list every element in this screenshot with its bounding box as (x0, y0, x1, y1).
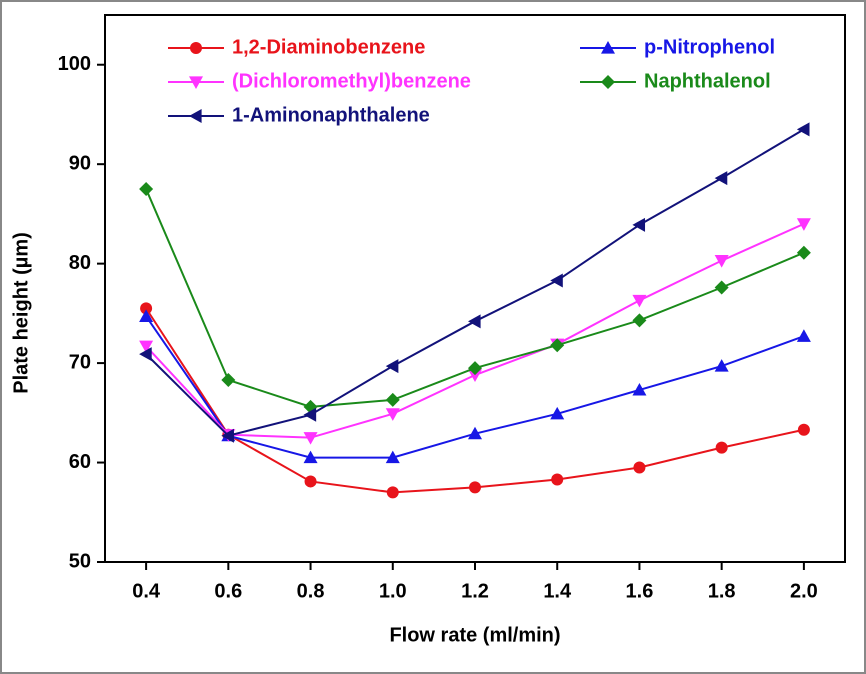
legend-label: Naphthalenol (644, 70, 771, 92)
data-point (385, 408, 400, 421)
data-point (550, 406, 565, 420)
data-point (140, 302, 153, 315)
y-tick-label: 60 (69, 451, 91, 473)
data-point (468, 361, 482, 376)
x-tick-label: 0.6 (214, 580, 242, 602)
data-point (303, 432, 318, 445)
data-point (714, 171, 728, 186)
data-point (139, 347, 152, 362)
data-point (385, 450, 400, 464)
y-tick-label: 80 (69, 252, 91, 274)
x-tick-label: 1.4 (543, 580, 572, 602)
x-tick-label: 1.0 (379, 580, 407, 602)
x-axis-label: Flow rate (ml/min) (389, 624, 560, 646)
legend-label: 1,2-Diaminobenzene (232, 36, 425, 58)
data-point (715, 441, 728, 454)
legend-marker (601, 41, 615, 54)
data-point (796, 122, 810, 137)
data-point (796, 329, 811, 342)
data-point (468, 314, 481, 329)
data-point (469, 481, 481, 494)
x-tick-label: 1.8 (708, 580, 736, 602)
x-tick-label: 0.8 (297, 580, 325, 602)
data-point (551, 473, 564, 486)
data-point (714, 280, 729, 295)
data-point (796, 245, 811, 260)
data-point (139, 340, 154, 354)
data-point (714, 255, 729, 268)
legend-label: (Dichloromethyl)benzene (232, 70, 471, 92)
x-tick-label: 1.6 (626, 580, 654, 602)
data-point (386, 486, 399, 499)
y-axis-label: Plate height (µm) (10, 232, 32, 394)
data-point (632, 217, 646, 232)
data-point (385, 392, 400, 407)
legend-label: p-Nitrophenol (644, 36, 775, 58)
legend-marker (190, 42, 202, 54)
data-point (303, 450, 318, 464)
legend-marker (189, 76, 203, 89)
data-point (632, 294, 647, 308)
data-point (633, 461, 646, 474)
x-tick-label: 1.2 (461, 580, 489, 602)
data-point (796, 218, 811, 231)
data-point (385, 359, 399, 374)
data-point (714, 359, 729, 372)
y-tick-label: 50 (69, 550, 91, 572)
y-tick-label: 100 (58, 53, 91, 75)
legend-marker (601, 75, 615, 89)
data-point (632, 382, 647, 396)
data-point (304, 475, 317, 488)
x-tick-label: 0.4 (132, 580, 161, 602)
legend-marker (189, 109, 202, 123)
data-point (303, 407, 317, 422)
data-point (550, 338, 565, 353)
y-tick-label: 70 (69, 351, 91, 373)
data-point (221, 428, 234, 443)
y-tick-label: 90 (69, 152, 91, 174)
legend-label: 1-Aminonaphthalene (232, 104, 430, 126)
data-point (221, 372, 236, 387)
data-point (550, 273, 563, 288)
data-point (139, 182, 154, 197)
data-point (632, 313, 647, 328)
data-point (139, 309, 154, 322)
data-point (468, 369, 482, 383)
data-point (797, 423, 810, 436)
x-tick-label: 2.0 (790, 580, 818, 602)
data-point (468, 426, 482, 440)
